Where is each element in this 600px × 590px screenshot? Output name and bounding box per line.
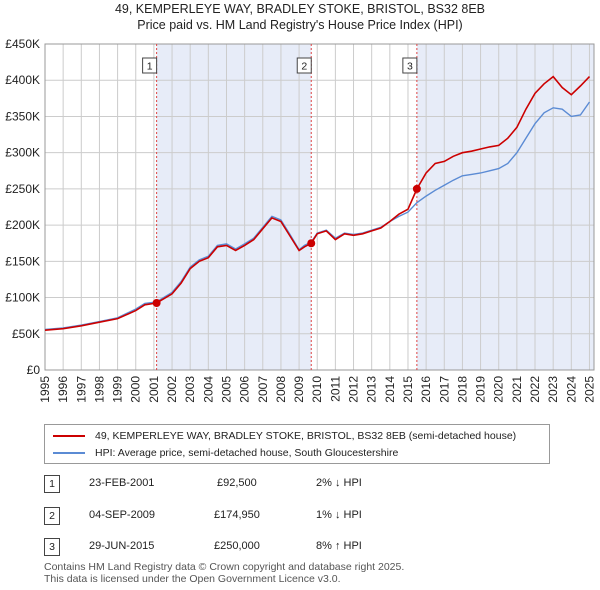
sale-price: £92,500 — [217, 477, 257, 489]
x-tick-label: 2023 — [546, 376, 560, 403]
sale-price: £174,950 — [214, 509, 260, 521]
sale-number-badge: 1 — [44, 475, 60, 493]
sale-number-badge: 3 — [44, 538, 60, 556]
x-tick-label: 1998 — [92, 376, 106, 403]
x-tick-label: 2024 — [564, 376, 578, 403]
x-tick-label: 2022 — [528, 376, 542, 403]
y-tick-label: £50K — [12, 327, 40, 341]
sale-row-1: 1 23-FEB-2001 £92,500 2% ↓ HPI — [44, 475, 564, 493]
sale-marker-box — [402, 57, 418, 74]
sale-number-badge: 2 — [44, 507, 60, 525]
y-tick-label: £350K — [5, 109, 40, 123]
sale-marker-box — [296, 57, 312, 74]
sale-hpi-delta: 8% ↑ HPI — [316, 540, 362, 552]
x-tick-label: 2005 — [219, 376, 233, 403]
y-tick-label: £0 — [27, 363, 41, 377]
x-tick-label: 2008 — [274, 376, 288, 403]
sale-hpi-delta: 2% ↓ HPI — [316, 477, 362, 489]
sale-price: £250,000 — [214, 540, 260, 552]
sale-marker-label: 2 — [301, 61, 307, 73]
x-tick-label: 2021 — [510, 376, 524, 403]
sale-hpi-delta: 1% ↓ HPI — [316, 509, 362, 521]
legend-swatch-property — [53, 435, 85, 437]
property-price-line — [44, 75, 591, 331]
x-tick-label: 2018 — [455, 376, 469, 403]
legend-label-property: 49, KEMPERLEYE WAY, BRADLEY STOKE, BRIST… — [95, 430, 517, 442]
x-tick-label: 2016 — [419, 376, 433, 403]
x-tick-label: 2002 — [165, 376, 179, 403]
plot-border — [44, 43, 595, 371]
x-tick-label: 2000 — [129, 376, 143, 403]
x-tick-label: 2006 — [238, 376, 252, 403]
x-tick-label: 2025 — [582, 376, 596, 403]
sale-point — [412, 184, 421, 193]
sale-date: 04-SEP-2009 — [89, 509, 156, 521]
x-tick-label: 2015 — [401, 376, 415, 403]
x-tick-label: 1999 — [111, 376, 125, 403]
sale-date: 23-FEB-2001 — [89, 477, 155, 489]
x-tick-label: 2013 — [365, 376, 379, 403]
footer-copyright: Contains HM Land Registry data © Crown c… — [44, 561, 405, 573]
y-tick-label: £250K — [5, 182, 40, 196]
legend-label-hpi: HPI: Average price, semi-detached house,… — [95, 447, 399, 459]
sale-row-2: 2 04-SEP-2009 £174,950 1% ↓ HPI — [44, 507, 564, 525]
footer-licence: This data is licensed under the Open Gov… — [44, 573, 341, 585]
sale-row-3: 3 29-JUN-2015 £250,000 8% ↑ HPI — [44, 538, 564, 556]
sale-marker-box — [142, 57, 158, 74]
chart-subtitle: Price paid vs. HM Land Registry's House … — [137, 18, 463, 32]
y-tick-label: £400K — [5, 73, 40, 87]
legend: 49, KEMPERLEYE WAY, BRADLEY STOKE, BRIST… — [44, 424, 550, 464]
x-tick-label: 1996 — [56, 376, 70, 403]
sale-point — [152, 298, 161, 307]
x-tick-label: 2009 — [292, 376, 306, 403]
x-tick-label: 2010 — [310, 376, 324, 403]
y-tick-label: £100K — [5, 291, 40, 305]
y-tick-label: £150K — [5, 254, 40, 268]
x-tick-label: 2001 — [147, 376, 161, 403]
x-tick-label: 2014 — [383, 376, 397, 403]
sale-point — [307, 239, 316, 248]
footer: Contains HM Land Registry data © Crown c… — [44, 561, 404, 585]
x-tick-label: 2003 — [183, 376, 197, 403]
legend-swatch-hpi — [53, 452, 85, 454]
x-tick-label: 2004 — [201, 376, 215, 403]
y-tick-label: £200K — [5, 218, 40, 232]
x-tick-label: 1997 — [74, 376, 88, 403]
price-chart: 1995 1996 1997 1998 1999 2000 2001 2002 2003 2004… — [5, 37, 596, 403]
chart-title: 49, KEMPERLEYE WAY, BRADLEY STOKE, BRIST… — [114, 2, 486, 16]
shaded-ownership-region — [416, 44, 594, 370]
sale-marker-label: 1 — [147, 61, 153, 73]
x-tick-label: 2011 — [328, 376, 342, 402]
x-tick-label: 2020 — [492, 376, 506, 403]
x-tick-label: 2012 — [347, 376, 361, 403]
y-tick-label: £300K — [5, 146, 40, 160]
sale-marker-label: 3 — [407, 61, 413, 73]
legend-item-property: 49, KEMPERLEYE WAY, BRADLEY STOKE, BRIST… — [53, 430, 516, 442]
x-tick-label: 2007 — [256, 376, 270, 403]
x-tick-label: 2019 — [474, 376, 488, 403]
shaded-ownership-region — [156, 44, 312, 370]
x-tick-label: 2017 — [437, 376, 451, 403]
x-tick-label: 1995 — [38, 376, 52, 403]
legend-item-hpi: HPI: Average price, semi-detached house,… — [53, 447, 398, 459]
y-tick-label: £450K — [5, 37, 40, 51]
sale-date: 29-JUN-2015 — [89, 540, 155, 552]
